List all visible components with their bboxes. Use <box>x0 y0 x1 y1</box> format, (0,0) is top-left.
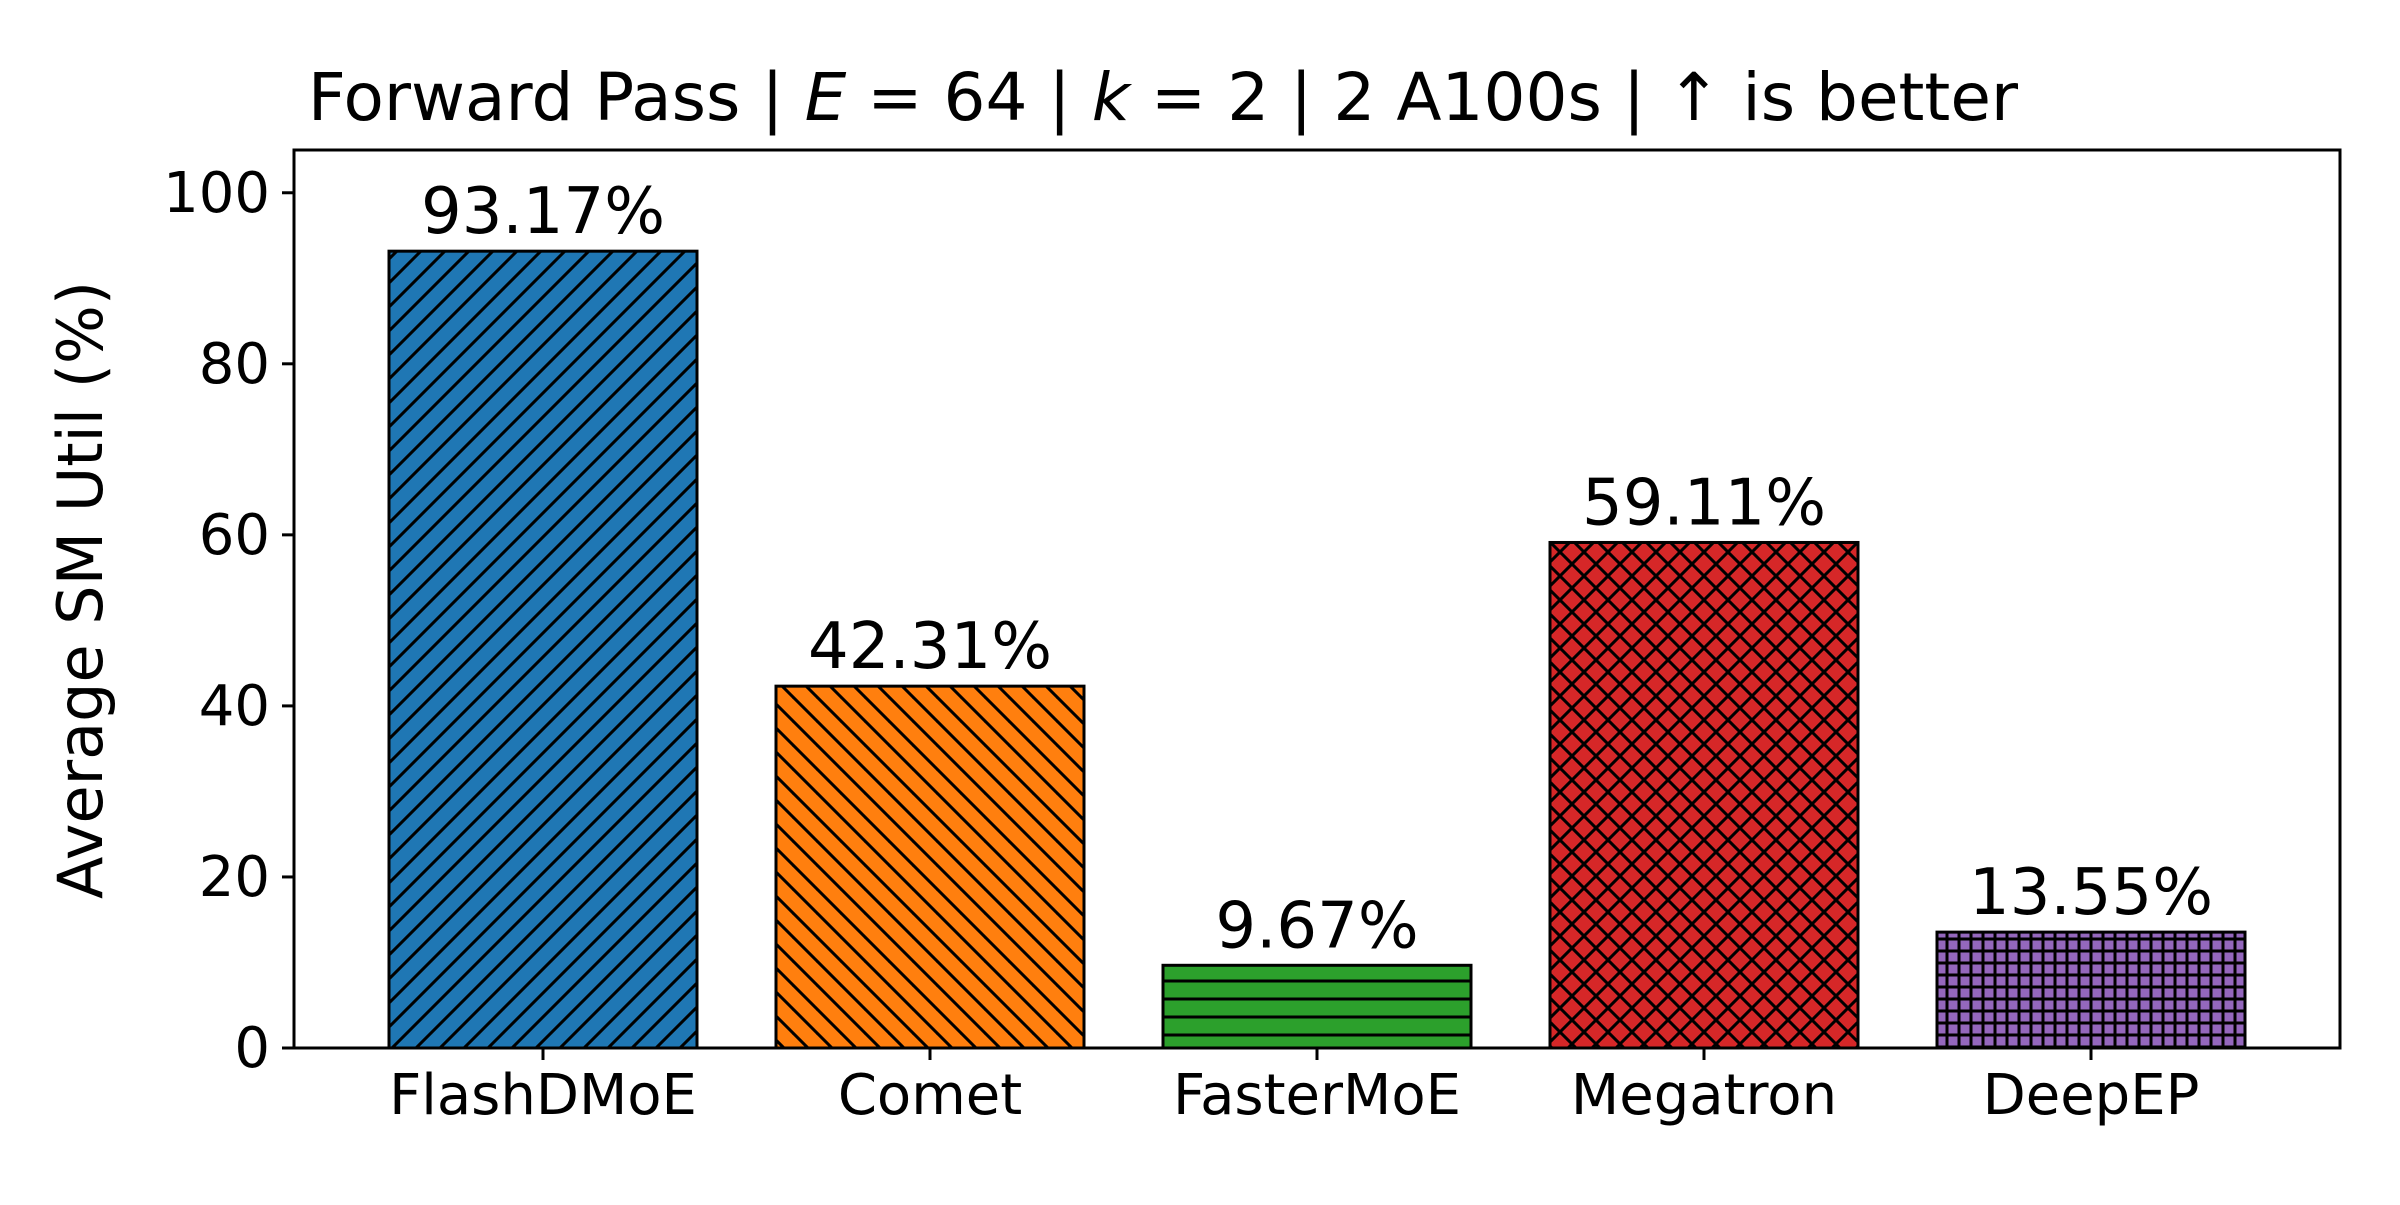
x-tick-label-deepep: DeepEP <box>1983 1063 2200 1128</box>
value-label-deepep: 13.55% <box>1969 856 2213 930</box>
bars-group <box>387 249 2247 1050</box>
y-tick-label: 100 <box>163 161 270 226</box>
value-labels-group: 93.17% 42.31% 9.67% 59.11% 13.55% <box>421 175 2213 963</box>
value-label-flashdmoe: 93.17% <box>421 175 665 249</box>
bar-deepep <box>1935 930 2247 1050</box>
value-label-comet: 42.31% <box>808 610 1052 684</box>
y-tick-label: 60 <box>199 503 270 568</box>
x-axis: FlashDMoE Comet FasterMoE Megatron DeepEP <box>389 1048 2199 1128</box>
y-tick-label: 80 <box>199 332 270 397</box>
y-axis: 0 20 40 60 80 100 <box>163 161 294 1081</box>
bar-flashdmoe <box>387 249 699 1050</box>
value-label-fastermoe: 9.67% <box>1215 889 1418 963</box>
bar-comet <box>774 684 1086 1050</box>
y-axis-label: Average SM Util (%) <box>44 281 117 899</box>
y-tick-label: 20 <box>199 845 270 910</box>
value-label-megatron: 59.11% <box>1582 466 1826 540</box>
y-tick-label: 0 <box>234 1016 270 1081</box>
x-tick-label-comet: Comet <box>838 1063 1022 1128</box>
bar-fastermoe <box>1161 963 1473 1050</box>
y-tick-label: 40 <box>199 674 270 739</box>
chart-title: Forward Pass | E = 64 | k = 2 | 2 A100s … <box>308 59 2019 136</box>
plot-frame <box>292 148 2342 1050</box>
bar-megatron <box>1548 540 1860 1050</box>
x-tick-label-megatron: Megatron <box>1571 1063 1837 1128</box>
x-tick-label-flashdmoe: FlashDMoE <box>389 1063 697 1128</box>
x-tick-label-fastermoe: FasterMoE <box>1173 1063 1461 1128</box>
